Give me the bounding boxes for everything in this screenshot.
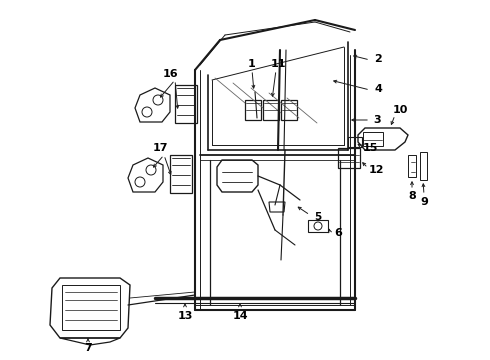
Text: 7: 7 [84,343,92,353]
Text: 17: 17 [152,143,168,153]
Bar [281,100,297,120]
Bar [348,137,362,147]
Text: 4: 4 [374,84,382,94]
Text: 9: 9 [420,197,428,207]
Bar [338,148,360,168]
Bar [363,132,383,146]
Bar [245,100,261,120]
Bar [170,155,192,193]
Bar [408,155,416,177]
Text: 13: 13 [177,311,193,321]
Text: 5: 5 [315,212,321,222]
Text: 2: 2 [374,54,382,64]
Bar [308,220,328,232]
Text: 15: 15 [362,143,378,153]
Bar [263,100,279,120]
Bar [420,152,427,180]
Text: 11: 11 [270,59,286,69]
Text: 14: 14 [232,311,248,321]
Text: 6: 6 [334,228,342,238]
Text: 8: 8 [408,191,416,201]
Text: 3: 3 [373,115,381,125]
Text: 16: 16 [162,69,178,79]
Text: 12: 12 [368,165,384,175]
Text: 1: 1 [248,59,256,69]
Bar [62,285,120,330]
Text: 10: 10 [392,105,408,115]
Bar [175,85,197,123]
